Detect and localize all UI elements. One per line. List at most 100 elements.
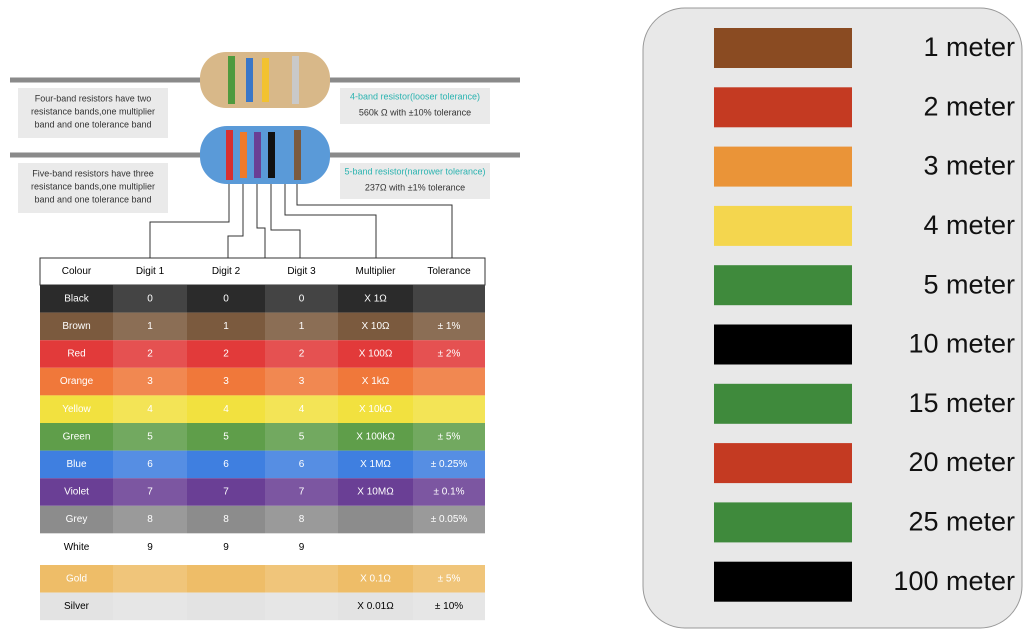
cell-shade xyxy=(265,423,338,451)
table-cell: Grey xyxy=(66,514,88,525)
cell-shade xyxy=(413,423,485,451)
table-header-background xyxy=(39,257,486,286)
table-cell: 4 xyxy=(223,404,229,415)
cell-shade xyxy=(265,450,338,479)
cell-shade xyxy=(113,478,187,506)
table-cell: 1 xyxy=(299,321,305,332)
cell-shade xyxy=(113,312,187,341)
table-cell: 4 xyxy=(299,404,305,415)
table-cell: ± 0.25% xyxy=(431,459,468,470)
row-background xyxy=(40,285,485,313)
swatch xyxy=(714,561,852,602)
table-cell: Blue xyxy=(66,459,86,470)
swatch xyxy=(714,265,852,306)
table-cell: X 1MΩ xyxy=(360,459,391,470)
table-cell: 1 xyxy=(223,321,229,332)
table-cell: 9 xyxy=(299,542,305,553)
row-background xyxy=(40,367,485,396)
table-cell: 3 xyxy=(223,376,229,387)
swatch xyxy=(714,205,852,246)
cell-shade xyxy=(265,285,338,313)
table-cell: ± 5% xyxy=(438,431,461,442)
table-cell: White xyxy=(64,542,90,553)
cell-shade xyxy=(187,565,265,593)
table-cell: X 0.01Ω xyxy=(357,601,394,612)
cell-shade xyxy=(113,505,187,534)
table-cell: X 100kΩ xyxy=(356,431,395,442)
legend-label: 2 meter xyxy=(923,91,1015,121)
cell-shade xyxy=(413,340,485,368)
table-cell: ± 2% xyxy=(438,349,461,360)
table-cell: Red xyxy=(67,349,85,360)
table-cell: ± 0.1% xyxy=(433,487,464,498)
table-cell: Green xyxy=(63,431,91,442)
cell-shade xyxy=(265,592,338,621)
swatch xyxy=(714,324,852,365)
legend-label: 15 meter xyxy=(908,388,1015,418)
swatch xyxy=(714,443,852,484)
cell-shade xyxy=(265,340,338,368)
table-cell: 5 xyxy=(299,431,305,442)
cell-shade xyxy=(265,312,338,341)
table-cell: X 10Ω xyxy=(361,321,390,332)
note-line: resistance bands,one multiplier xyxy=(31,106,155,116)
resistor-title: 4-band resistor(looser tolerance) xyxy=(350,91,480,101)
resistor-value: 237Ω with ±1% tolerance xyxy=(365,182,465,192)
cell-shade xyxy=(265,533,338,557)
table-cell: ± 10% xyxy=(435,601,463,612)
header-cell: Tolerance xyxy=(427,266,471,277)
swatch xyxy=(714,383,852,424)
five-band-resistor xyxy=(200,126,330,184)
cell-shade xyxy=(265,565,338,593)
row-background xyxy=(40,565,485,593)
table-cell: 5 xyxy=(147,431,153,442)
table-cell: 7 xyxy=(223,487,229,498)
table-cell: 0 xyxy=(147,293,153,304)
table-cell: Yellow xyxy=(62,404,91,415)
legend-label: 10 meter xyxy=(908,329,1015,359)
table-cell: 8 xyxy=(147,514,153,525)
table-cell: Black xyxy=(64,293,89,304)
table-cell: 1 xyxy=(147,321,153,332)
cell-shade xyxy=(413,367,485,396)
header-cell: Digit 1 xyxy=(136,266,165,277)
legend-label: 5 meter xyxy=(923,269,1015,299)
table-cell: 7 xyxy=(147,487,153,498)
cell-shade xyxy=(413,395,485,423)
cell-shade xyxy=(113,565,187,593)
cell-shade xyxy=(265,395,338,423)
table-cell: 6 xyxy=(299,459,305,470)
cell-shade xyxy=(413,565,485,593)
table-cell: 4 xyxy=(147,404,153,415)
table-cell: 8 xyxy=(299,514,305,525)
legend-label: 25 meter xyxy=(908,507,1015,537)
table-cell: 7 xyxy=(299,487,305,498)
legend-label: 1 meter xyxy=(923,32,1015,62)
cell-shade xyxy=(338,533,413,557)
cell-shade xyxy=(113,395,187,423)
cell-shade xyxy=(338,506,413,534)
legend-label: 3 meter xyxy=(923,151,1015,181)
table-cell: Orange xyxy=(60,376,94,387)
header-cell: Digit 3 xyxy=(287,266,316,277)
row-background xyxy=(40,505,485,534)
table-cell: ± 5% xyxy=(438,573,461,584)
header-cell: Colour xyxy=(62,266,92,277)
swatch xyxy=(714,502,852,543)
header-cell: Multiplier xyxy=(355,266,396,277)
swatch xyxy=(714,87,852,128)
note-line: band and one tolerance band xyxy=(34,119,151,129)
cell-shade xyxy=(113,367,187,396)
table-cell: 6 xyxy=(223,459,229,470)
table-cell: 0 xyxy=(299,293,305,304)
cell-shade xyxy=(413,505,485,534)
header-cell: Digit 2 xyxy=(212,266,241,277)
table-cell: ± 1% xyxy=(438,321,461,332)
table-cell: 5 xyxy=(223,431,229,442)
table-cell: X 0.1Ω xyxy=(360,573,391,584)
cell-shade xyxy=(413,285,485,313)
cell-shade xyxy=(413,450,485,479)
cell-shade xyxy=(413,478,485,506)
row-background xyxy=(40,450,485,479)
